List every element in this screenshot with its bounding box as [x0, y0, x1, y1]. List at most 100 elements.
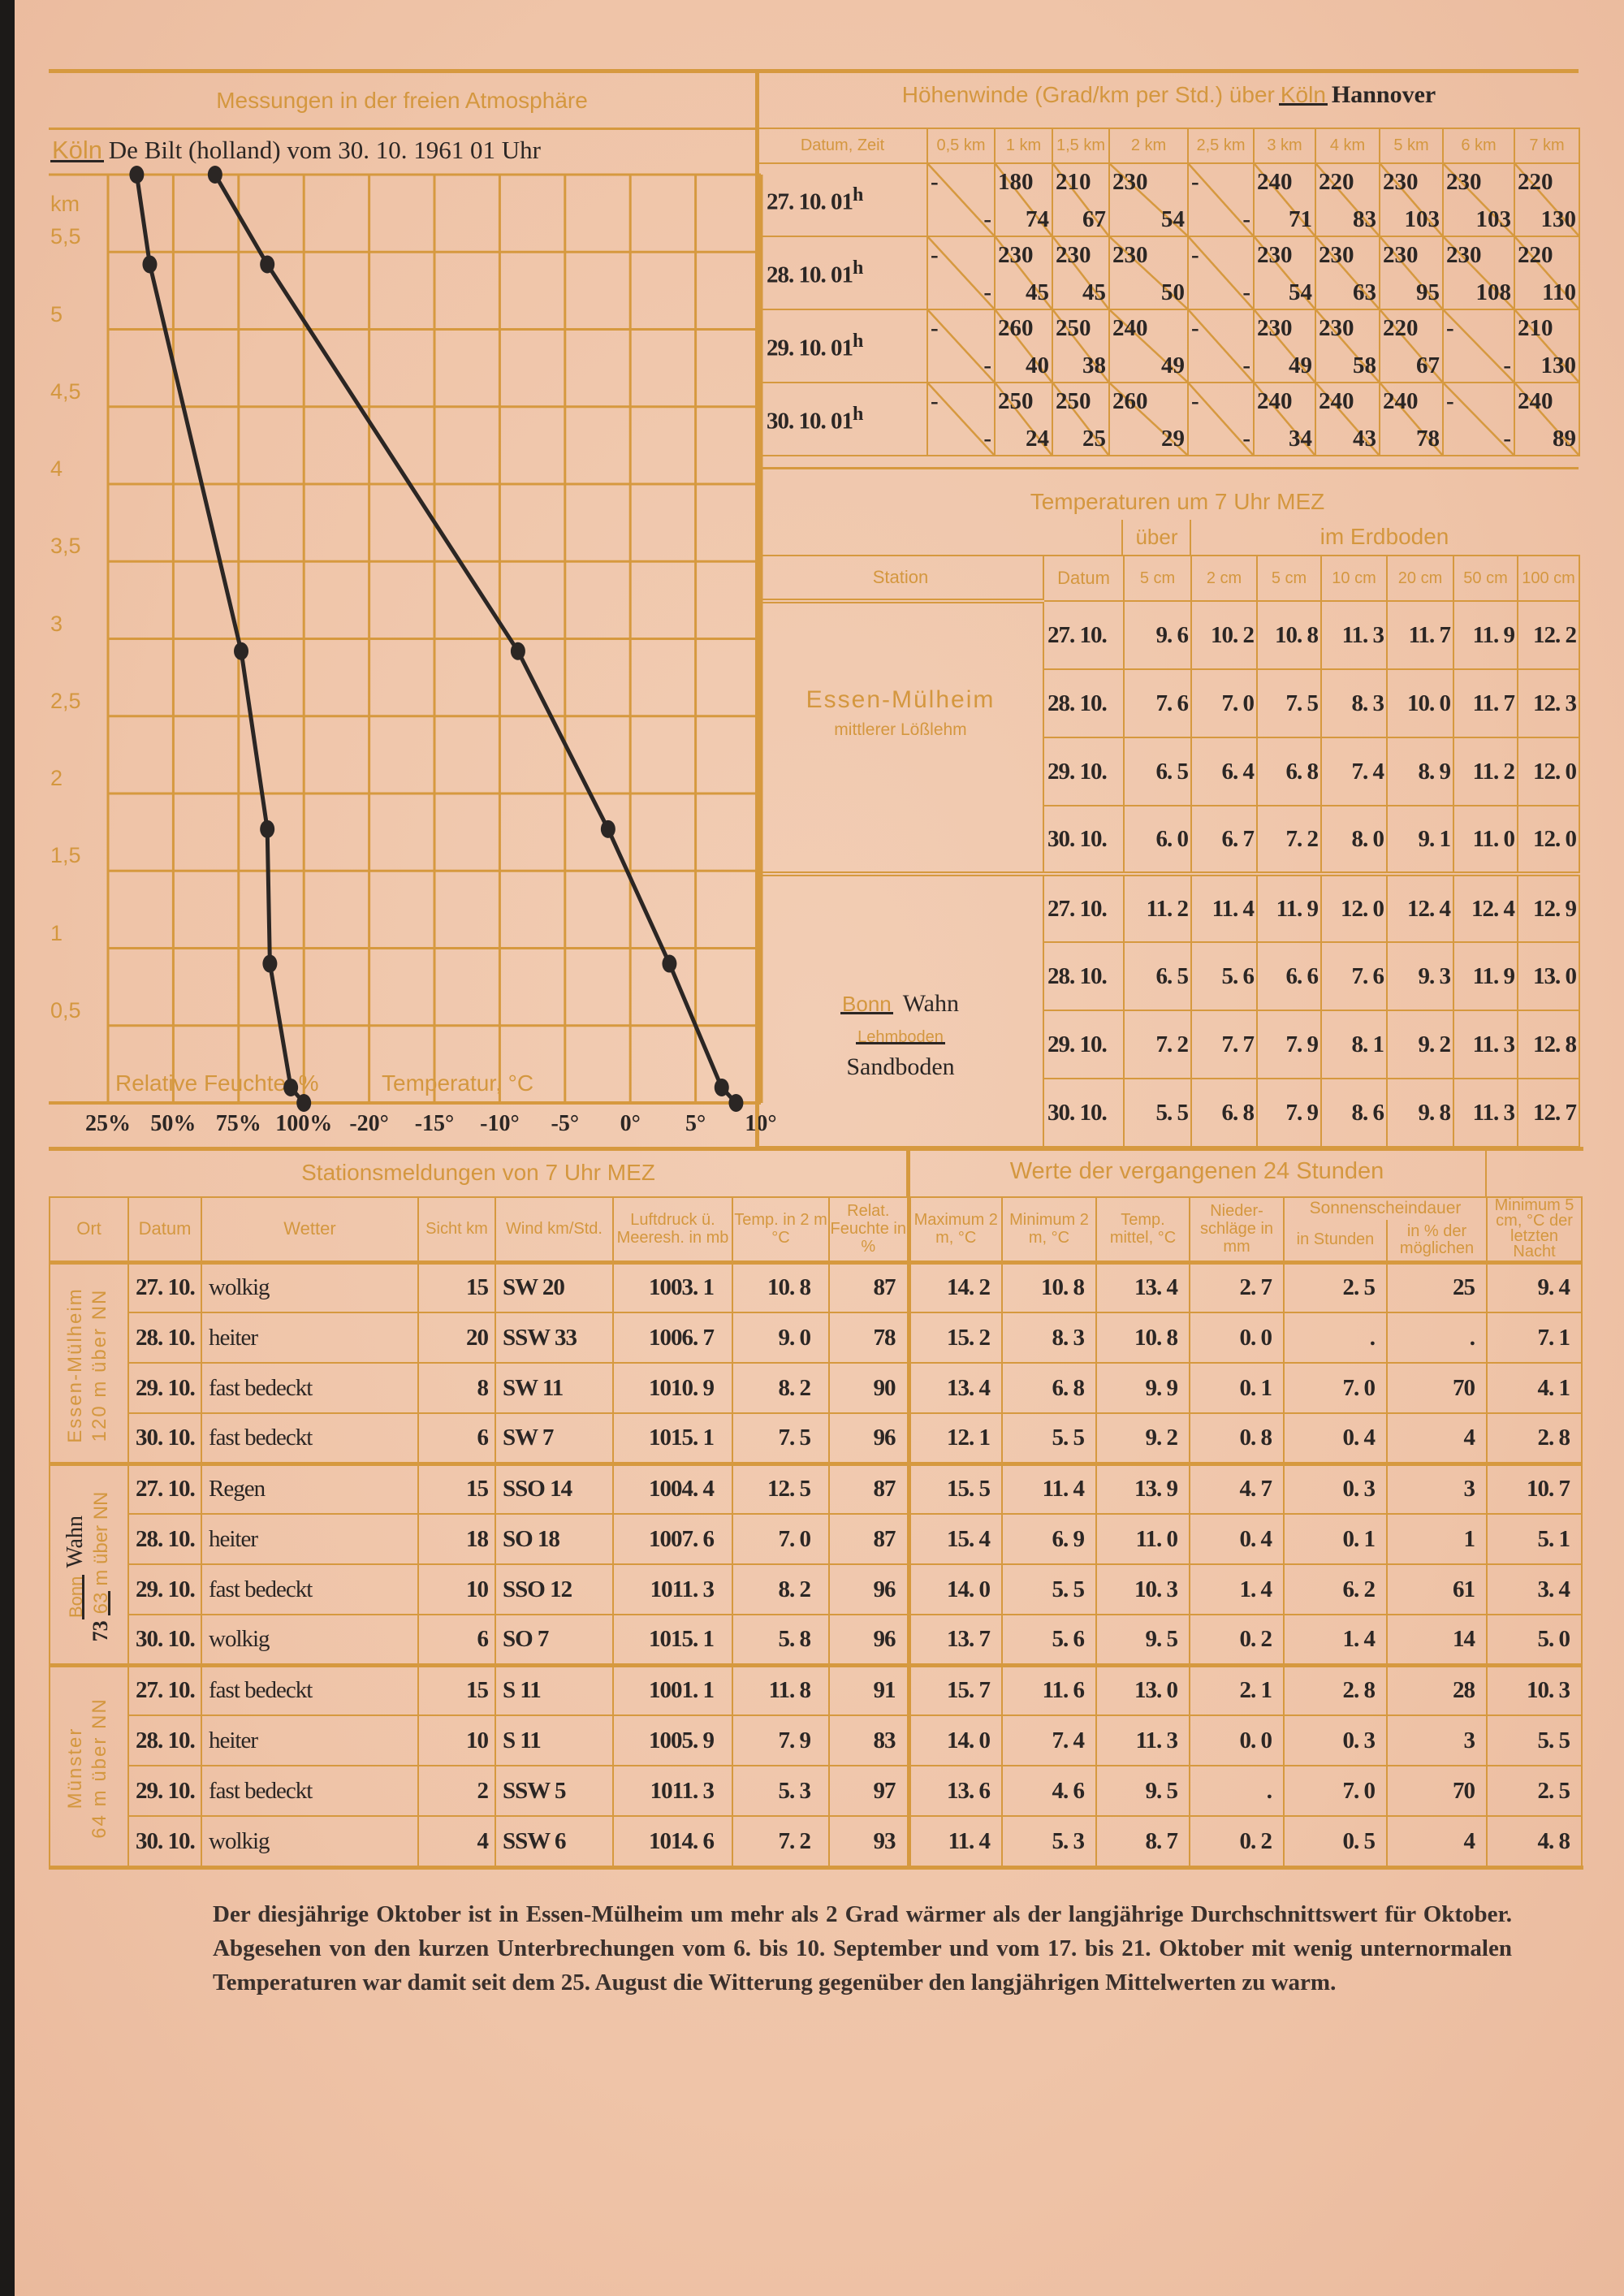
soil-value-cell: 8. 9	[1386, 737, 1454, 806]
soil-value-cell: 7. 0	[1190, 668, 1258, 738]
wind-cell: 240 78	[1379, 382, 1444, 456]
wind-cell: 260 29	[1108, 382, 1189, 456]
wind-speed: 49	[1289, 352, 1312, 378]
wind-speed: 130	[1540, 206, 1577, 232]
sunshine-percent-cell: 70	[1385, 1362, 1488, 1414]
wind-direction: -	[931, 242, 939, 268]
weather-cell: heiter	[201, 1513, 419, 1565]
struck-soil-type-wrap: Lehmboden	[759, 1027, 1042, 1049]
wind-speed: 38	[1082, 352, 1106, 378]
winds-column-header: 1 km	[994, 128, 1053, 164]
station-report-row: 29. 10. fast bedeckt 8 SW 11 1010. 9 8. 2 90 13…	[50, 1362, 1583, 1414]
stations-column-header: Maximum 2 m, °C	[906, 1196, 1003, 1263]
y-tick-label: 2,5	[50, 688, 81, 713]
y-tick-label: 0,5	[50, 997, 81, 1023]
soil-value-cell: 6. 0	[1123, 805, 1192, 875]
soil-value-cell: 7. 5	[1256, 668, 1322, 738]
stations-column-header: Minimum 2 m, °C	[1001, 1196, 1097, 1263]
soil-value-cell: 7. 9	[1256, 1078, 1322, 1148]
soil-value-cell: 12. 3	[1517, 668, 1580, 738]
bottom-rule	[49, 1866, 1583, 1870]
winds-date-cell: 30. 10. 01h	[757, 382, 928, 456]
wind-direction: -	[1191, 315, 1199, 341]
wind-direction: -	[931, 169, 939, 195]
ground-min-cell: 4. 1	[1486, 1362, 1583, 1414]
date-cell: 27. 10.	[1043, 871, 1125, 943]
wind-cell: 230 108	[1442, 236, 1515, 310]
station-label-rotated: Münster 64 m über NN	[63, 1667, 115, 1865]
soil-value-cell: 8. 3	[1320, 668, 1388, 738]
winds-date-cell: 29. 10. 01h	[757, 309, 928, 383]
weather-cell: heiter	[201, 1312, 419, 1364]
soil-value-cell: 7. 2	[1123, 1010, 1192, 1079]
soil-value-cell: 6. 4	[1190, 737, 1258, 806]
max-temp-cell: 15. 7	[906, 1664, 1003, 1716]
winds-header-row: Datum, Zeit 0,5 km 1 km 1,5 km 2 km 2,5 km 3 k…	[757, 128, 1580, 164]
max-temp-cell: 14. 0	[906, 1714, 1003, 1766]
soil-value-cell: 12. 2	[1517, 600, 1580, 670]
soil-value-cell: 9. 2	[1386, 1010, 1454, 1079]
mean-temp-cell: 9. 9	[1095, 1362, 1190, 1414]
wind-direction: 230	[998, 242, 1034, 268]
temperature-cell: 12. 5	[732, 1463, 830, 1515]
hour-suffix: h	[853, 403, 863, 425]
x-tick-label: -15°	[414, 1111, 455, 1136]
soil-row: 28. 10. 7. 6 7. 0 7. 5 8. 3 10. 0 11. 7 12. 3	[758, 668, 1580, 738]
pressure-cell: 1015. 1	[612, 1614, 733, 1666]
wind-direction: -	[1191, 242, 1199, 268]
soil-column-header: 5 cm	[1123, 555, 1192, 602]
wind-speed: -	[1242, 206, 1250, 232]
precipitation-cell: 0. 0	[1189, 1714, 1285, 1766]
struck-station: Köln	[52, 136, 103, 164]
scan-edge	[0, 0, 15, 2296]
date-label: 27. 10. 01	[767, 188, 853, 215]
sunshine-hours-cell: .	[1283, 1312, 1388, 1364]
station-report-row: Münster 64 m über NN 27. 10. fast bedeckt 15…	[49, 1664, 1583, 1867]
precipitation-cell: 2. 1	[1189, 1664, 1285, 1716]
humidity-cell: 83	[828, 1714, 909, 1766]
stations-header-subrow: in Stunden in % der möglichen	[50, 1220, 1582, 1263]
wind-cell: SO 7	[495, 1614, 614, 1666]
min-temp-cell: 5. 5	[1001, 1563, 1097, 1615]
temperature-data-point	[207, 166, 222, 184]
mean-temp-cell: 10. 3	[1095, 1563, 1190, 1615]
wind-direction: 230	[1383, 169, 1419, 195]
winds-column-header: 2 km	[1108, 128, 1189, 164]
wind-cell: --	[1187, 382, 1255, 456]
wind-direction: 240	[1257, 169, 1293, 195]
winds-column-header: 6 km	[1442, 128, 1515, 164]
wind-cell: 210 67	[1052, 162, 1110, 237]
wind-direction: 250	[1056, 315, 1091, 341]
ground-min-cell: 10. 7	[1486, 1463, 1583, 1515]
soil-type: Sandboden	[846, 1053, 955, 1080]
sunshine-percent-cell: 1	[1385, 1513, 1488, 1565]
wind-cell: --	[1187, 162, 1255, 237]
humidity-data-point	[283, 1078, 299, 1096]
x-tick-label: 75%	[215, 1111, 261, 1136]
min-temp-cell: 10. 8	[1001, 1261, 1097, 1313]
wind-direction: 260	[998, 315, 1034, 341]
ground-min-cell: 5. 5	[1486, 1714, 1583, 1766]
wind-cell: S 11	[495, 1664, 614, 1716]
max-temp-cell: 14. 2	[906, 1261, 1003, 1313]
soil-value-cell: 8. 0	[1320, 805, 1388, 875]
station-name: Wahn	[63, 1515, 88, 1568]
date-cell: 30. 10.	[127, 1815, 202, 1867]
wind-direction: 230	[1383, 242, 1419, 268]
station-name: Münster	[64, 1727, 86, 1809]
soil-column-header: Datum	[1043, 555, 1125, 602]
humidity-cell: 87	[828, 1261, 909, 1313]
stations-column-header: Nieder- schläge in mm	[1189, 1196, 1285, 1263]
min-temp-cell: 5. 5	[1001, 1412, 1097, 1464]
precipitation-cell: 0. 4	[1189, 1513, 1285, 1565]
wind-cell: SW 11	[495, 1362, 614, 1414]
humidity-cell: 96	[828, 1412, 909, 1464]
stations-column-header: in % der möglichen	[1385, 1220, 1488, 1263]
station-report-row: Essen-Mülheim 120 m über NN 27. 10. wolkig 1…	[49, 1261, 1583, 1464]
date-cell: 30. 10.	[127, 1412, 202, 1464]
humidity-data-point	[142, 255, 158, 274]
soil-row: 30. 10. 5. 5 6. 8 7. 9 8. 6 9. 8 11. 3 12. 7	[758, 1078, 1580, 1148]
wind-direction: -	[1446, 388, 1454, 414]
hour-suffix: h	[853, 184, 863, 205]
temperature-cell: 7. 0	[732, 1513, 830, 1565]
